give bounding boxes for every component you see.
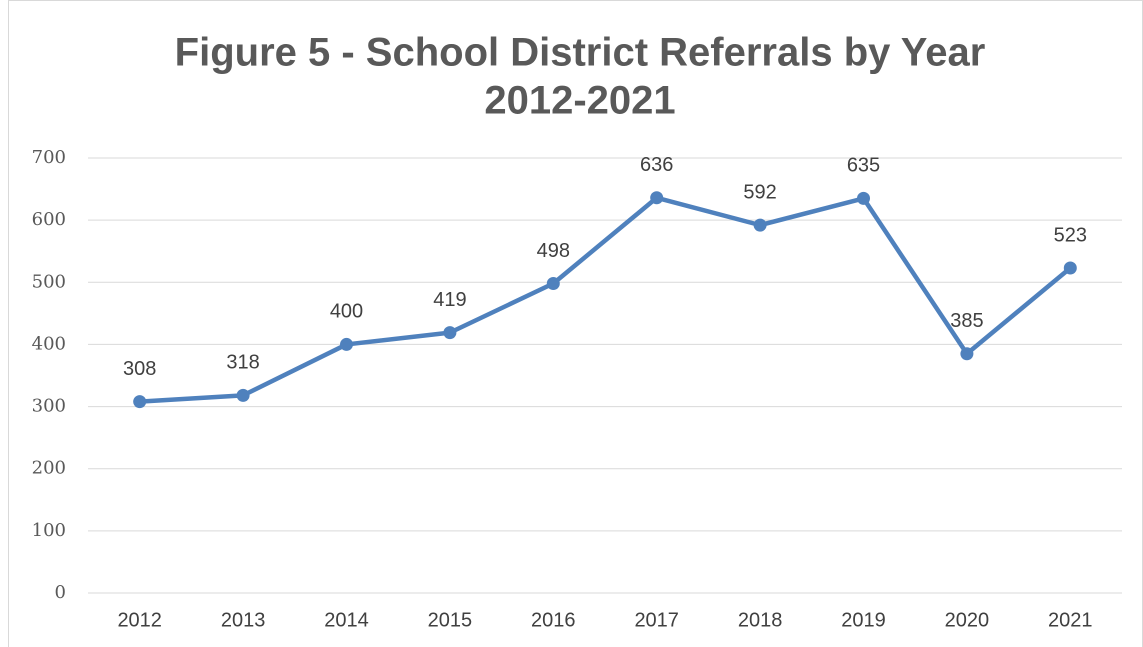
- data-point: [133, 395, 147, 409]
- data-label: 592: [743, 181, 776, 203]
- data-line: [139, 195, 1072, 404]
- data-point: [236, 388, 250, 402]
- data-label: 385: [950, 310, 983, 332]
- data-point: [546, 277, 560, 291]
- y-tick-label: 300: [32, 396, 66, 417]
- x-tick-label: 2013: [221, 609, 266, 631]
- y-tick-label: 600: [32, 209, 66, 230]
- y-tick-label: 500: [32, 271, 66, 292]
- y-tick-label: 100: [32, 520, 66, 541]
- data-point: [1063, 261, 1077, 275]
- x-tick-label: 2015: [428, 609, 473, 631]
- y-tick-label: 700: [32, 147, 66, 168]
- x-tick-label: 2019: [841, 609, 886, 631]
- data-point: [857, 191, 870, 205]
- data-label: 523: [1054, 224, 1087, 246]
- data-point: [960, 347, 974, 361]
- x-tick-label: 2012: [117, 609, 162, 631]
- data-point: [650, 191, 664, 205]
- data-label: 636: [640, 154, 673, 176]
- data-label: 308: [123, 358, 156, 380]
- chart-title: 2012-2021: [484, 79, 675, 123]
- y-tick-label: 200: [32, 458, 66, 479]
- chart-title: Figure 5 - School District Referrals by …: [175, 31, 986, 75]
- x-tick-label: 2018: [738, 609, 783, 631]
- x-tick-label: 2017: [634, 609, 679, 631]
- data-point: [340, 337, 353, 351]
- x-tick-label: 2020: [945, 609, 990, 631]
- data-point: [443, 326, 457, 340]
- data-label: 419: [433, 289, 466, 311]
- x-tick-label: 2014: [324, 609, 369, 631]
- data-label: 400: [330, 301, 363, 323]
- x-tick-label: 2016: [531, 609, 576, 631]
- y-tick-label: 0: [55, 582, 66, 603]
- data-point: [753, 218, 767, 232]
- data-label: 318: [226, 352, 259, 374]
- data-label: 635: [847, 155, 880, 177]
- x-tick-label: 2021: [1048, 609, 1093, 631]
- y-tick-label: 400: [32, 333, 66, 354]
- data-label: 498: [537, 240, 570, 262]
